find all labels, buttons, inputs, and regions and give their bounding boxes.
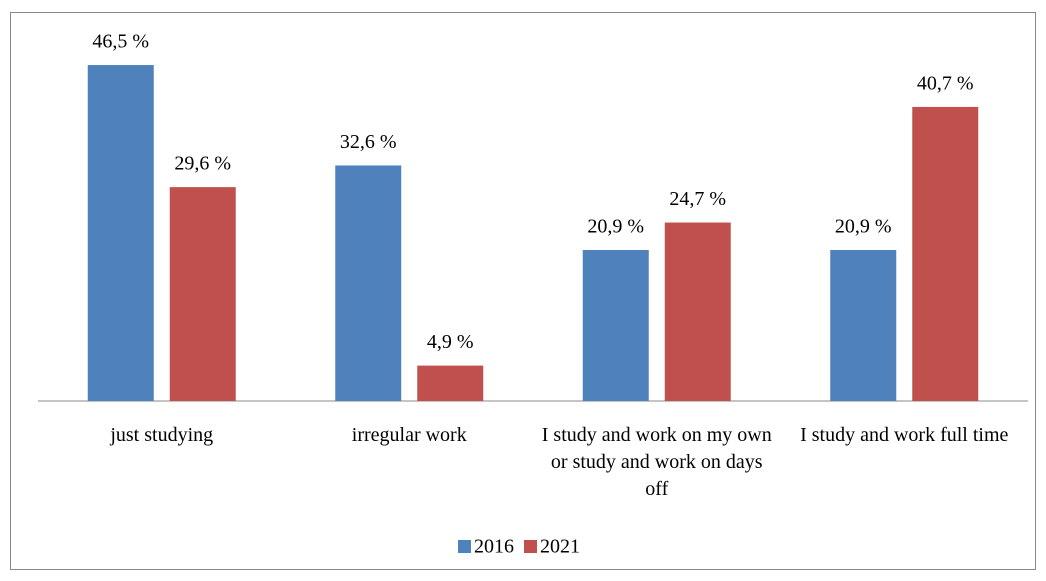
legend-swatch	[524, 540, 537, 553]
x-tick-label: irregular work	[351, 424, 467, 446]
bar	[417, 365, 484, 401]
legend-label: 2016	[474, 536, 514, 558]
data-label: 20,9 %	[587, 216, 644, 238]
bar	[912, 106, 979, 401]
bar	[87, 65, 154, 401]
data-label: 24,7 %	[669, 188, 726, 210]
bar	[664, 222, 731, 401]
bar	[335, 165, 402, 401]
data-label: 46,5 %	[92, 31, 149, 53]
data-label: 20,9 %	[835, 216, 892, 238]
data-label: 4,9 %	[427, 331, 474, 353]
bar	[582, 249, 649, 401]
bar	[169, 187, 236, 401]
data-label: 29,6 %	[174, 153, 231, 175]
chart-frame	[10, 12, 1036, 570]
x-tick-label: I study and work full time	[800, 424, 1009, 446]
legend-swatch	[458, 540, 471, 553]
legend-label: 2021	[540, 536, 580, 558]
x-tick-label: just studying	[110, 424, 214, 446]
bar	[830, 249, 897, 401]
data-label: 32,6 %	[340, 131, 397, 153]
data-label: 40,7 %	[917, 73, 974, 95]
x-tick-label: I study and work on my own or study and …	[541, 424, 772, 500]
